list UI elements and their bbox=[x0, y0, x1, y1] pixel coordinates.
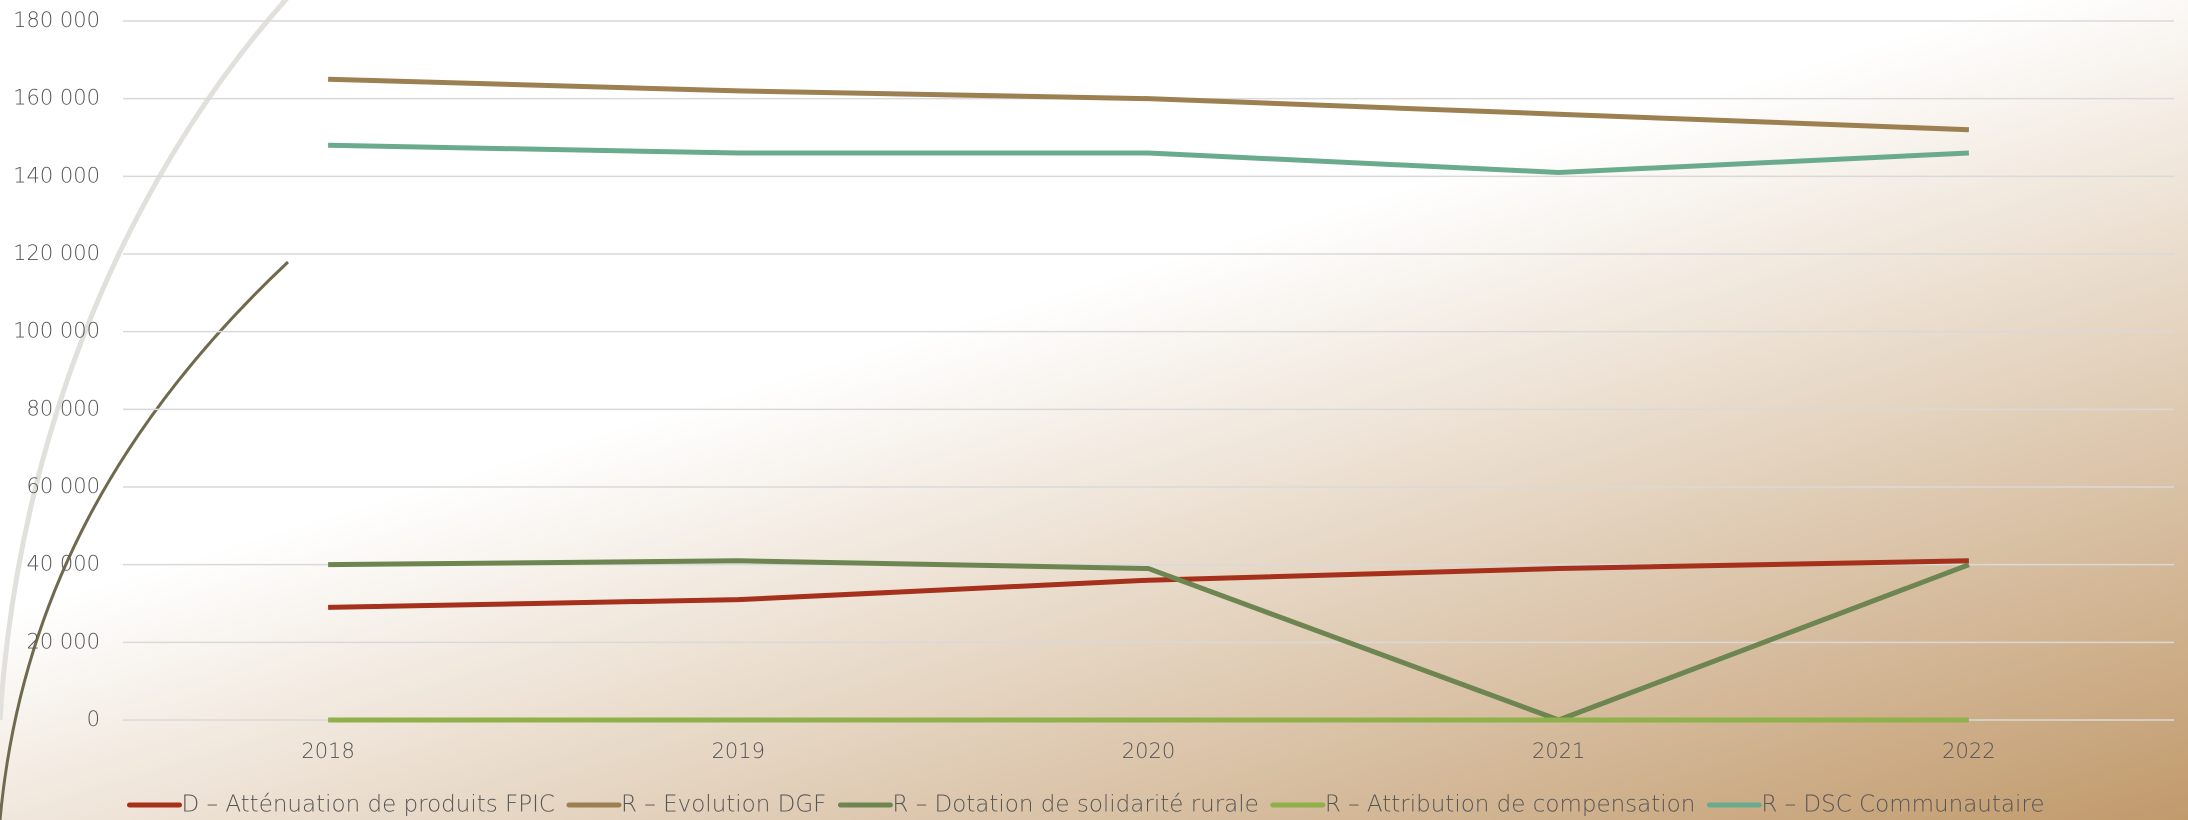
y-tick-label: 160 000 bbox=[13, 86, 100, 110]
legend-label: R – DSC Communautaire bbox=[1761, 792, 2044, 818]
plot bbox=[328, 76, 1970, 723]
x-tick-label: 2020 bbox=[1122, 739, 1175, 763]
y-tick-label: 20 000 bbox=[27, 629, 100, 653]
legend-label: R – Dotation de solidarité rurale bbox=[892, 792, 1258, 818]
series-line bbox=[328, 558, 1969, 610]
legend-label: R – Evolution DGF bbox=[621, 792, 826, 818]
x-tick-label: 2022 bbox=[1942, 739, 1995, 763]
y-tick-label: 180 000 bbox=[13, 8, 100, 32]
series-line bbox=[328, 142, 1970, 175]
y-tick-label: 0 bbox=[87, 707, 100, 731]
y-tick-label: 100 000 bbox=[13, 319, 100, 343]
y-tick-label: 120 000 bbox=[13, 241, 100, 265]
x-tick-label: 2021 bbox=[1532, 739, 1585, 763]
series-line bbox=[328, 76, 1969, 133]
x-tick-label: 2018 bbox=[301, 739, 354, 763]
legend-label: R – Attribution de compensation bbox=[1325, 792, 1696, 818]
y-tick-label: 60 000 bbox=[27, 474, 100, 498]
x-tick-label: 2019 bbox=[712, 739, 765, 763]
y-tick-label: 80 000 bbox=[27, 396, 100, 420]
series-line bbox=[328, 558, 1970, 723]
y-tick-label: 140 000 bbox=[13, 163, 100, 187]
legend-label: D – Atténuation de produits FPIC bbox=[182, 792, 555, 818]
y-tick-label: 40 000 bbox=[27, 552, 100, 576]
decor-arc bbox=[0, 0, 289, 721]
decor-arc bbox=[0, 260, 290, 820]
